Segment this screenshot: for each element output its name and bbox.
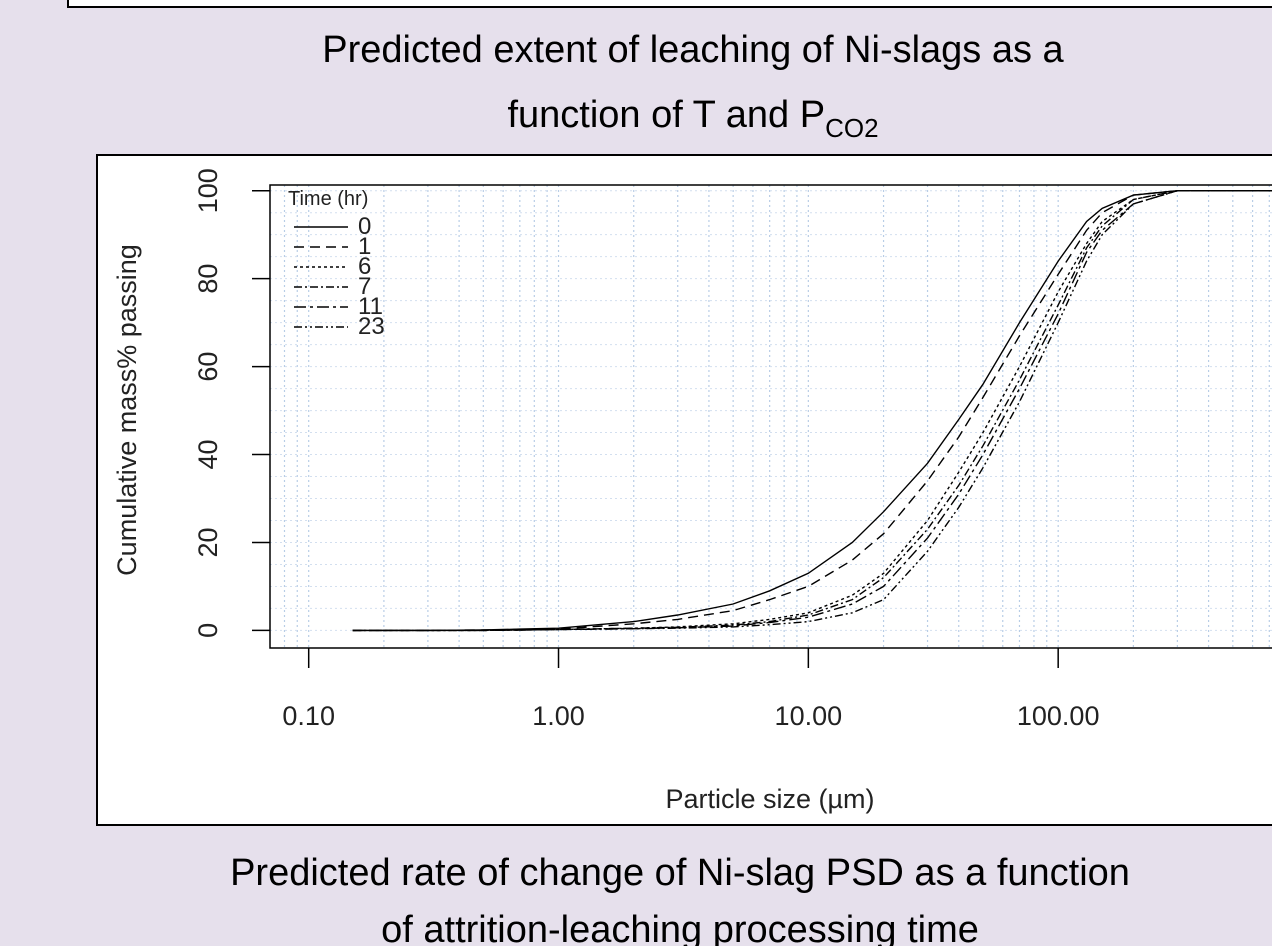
legend-label: 0	[358, 213, 371, 240]
plot-box	[269, 184, 1272, 649]
caption-top-line2: function of T and PCO2	[507, 94, 878, 143]
legend-label: 23	[358, 313, 385, 340]
series-line	[352, 190, 1272, 632]
x-tick-label: 0.10	[282, 701, 335, 731]
series-line	[352, 190, 1272, 632]
y-axis-label: Cumulative mass% passing	[112, 244, 142, 576]
series-line	[352, 190, 1272, 632]
y-tick-label: 80	[193, 264, 223, 294]
legend-label: 6	[358, 253, 371, 280]
x-tick-label: 100.00	[1017, 701, 1100, 731]
x-tick-label: 1.00	[532, 701, 585, 731]
legend-title: Time (hr)	[288, 188, 368, 210]
caption-top-text: function of T and P	[507, 94, 825, 136]
y-tick-label: 100	[193, 168, 223, 213]
legend-label: 1	[358, 233, 371, 260]
chart-frame	[96, 154, 1272, 826]
x-axis-label: Particle size (µm)	[665, 784, 874, 814]
y-tick-label: 20	[193, 527, 223, 557]
caption-bottom-line1: Predicted rate of change of Ni-slag PSD …	[230, 852, 1130, 894]
caption-bottom-line2: of attrition-leaching processing time	[381, 909, 979, 946]
caption-subscript: CO2	[825, 113, 878, 143]
y-tick-label: 60	[193, 352, 223, 382]
previous-figure-edge	[67, 0, 1272, 8]
x-tick-label: 10.00	[775, 701, 843, 731]
legend-label: 11	[358, 293, 383, 320]
y-tick-label: 40	[193, 440, 223, 470]
y-tick-label: 0	[193, 623, 223, 638]
caption-top-line1: Predicted extent of leaching of Ni-slags…	[322, 29, 1064, 71]
legend-label: 7	[358, 273, 371, 300]
series-line	[352, 190, 1272, 632]
